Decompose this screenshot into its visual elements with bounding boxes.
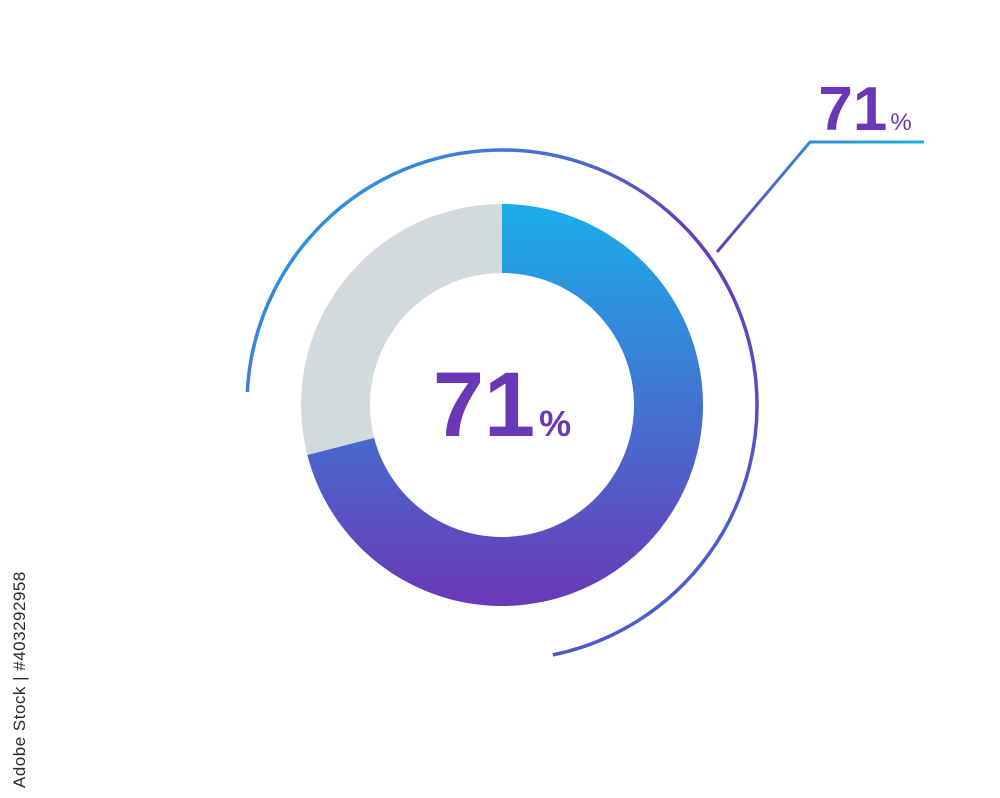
callout-label: 71% <box>818 75 911 144</box>
center-label: 71% <box>433 354 571 456</box>
watermark-text: Adobe Stock | #403292958 <box>10 571 29 788</box>
center-percent-sign: % <box>539 403 571 444</box>
pie-slice-remainder <box>301 204 502 455</box>
outer-progress-arc <box>245 148 759 657</box>
pie-slice-main <box>307 204 703 606</box>
center-value: 71 <box>433 354 535 456</box>
callout-leader-line <box>715 140 924 253</box>
callout-value: 71 <box>818 75 887 144</box>
callout-percent-sign: % <box>890 109 911 136</box>
watermark: Adobe Stock | #403292958 <box>8 560 32 790</box>
